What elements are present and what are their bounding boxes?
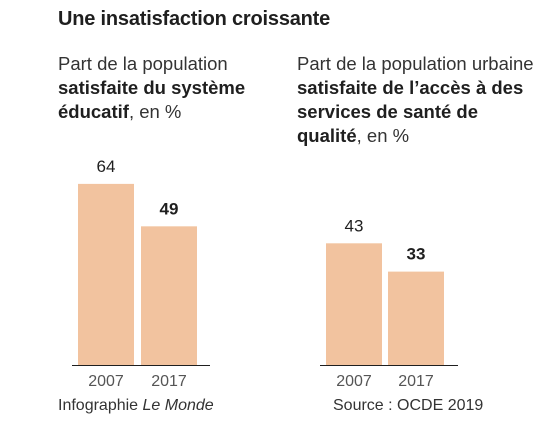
right-bar-2017 [388, 271, 444, 365]
left-tick-label-2017: 2017 [151, 373, 187, 390]
right-tick-label-2017: 2017 [398, 373, 434, 390]
left-value-label-2007: 64 [97, 157, 116, 176]
left-subtitle-bold: satisfaite du système éducatif [58, 77, 246, 122]
left-subtitle-pre: Part de la population [58, 53, 228, 74]
chart-title: Une insatisfaction croissante [58, 8, 331, 30]
credit-italic: Le Monde [142, 397, 214, 414]
right-tick-label-2007: 2007 [336, 373, 372, 390]
right-subtitle-post: , en % [356, 125, 410, 146]
left-subtitle-post: , en % [128, 101, 182, 122]
left-bar-2007 [78, 183, 134, 365]
left-value-label-2017: 49 [160, 199, 179, 218]
right-bar-2007 [326, 243, 382, 365]
left-tick-label-2007: 2007 [88, 373, 124, 390]
left-chart-subtitle: Part de la population satisfaite du syst… [58, 52, 298, 124]
credit-prefix: Infographie [58, 397, 143, 414]
credit: Infographie Le Monde [58, 397, 214, 415]
left-bar-2017 [141, 226, 197, 365]
right-subtitle-pre: Part de la population urbaine [297, 53, 534, 74]
right-value-label-2017: 33 [407, 245, 426, 264]
source: Source : OCDE 2019 [333, 397, 484, 414]
right-chart-subtitle: Part de la population urbaine satisfaite… [297, 52, 542, 148]
right-subtitle-bold: satisfaite de l’accès à des services de … [297, 77, 524, 146]
right-value-label-2007: 43 [345, 216, 364, 235]
